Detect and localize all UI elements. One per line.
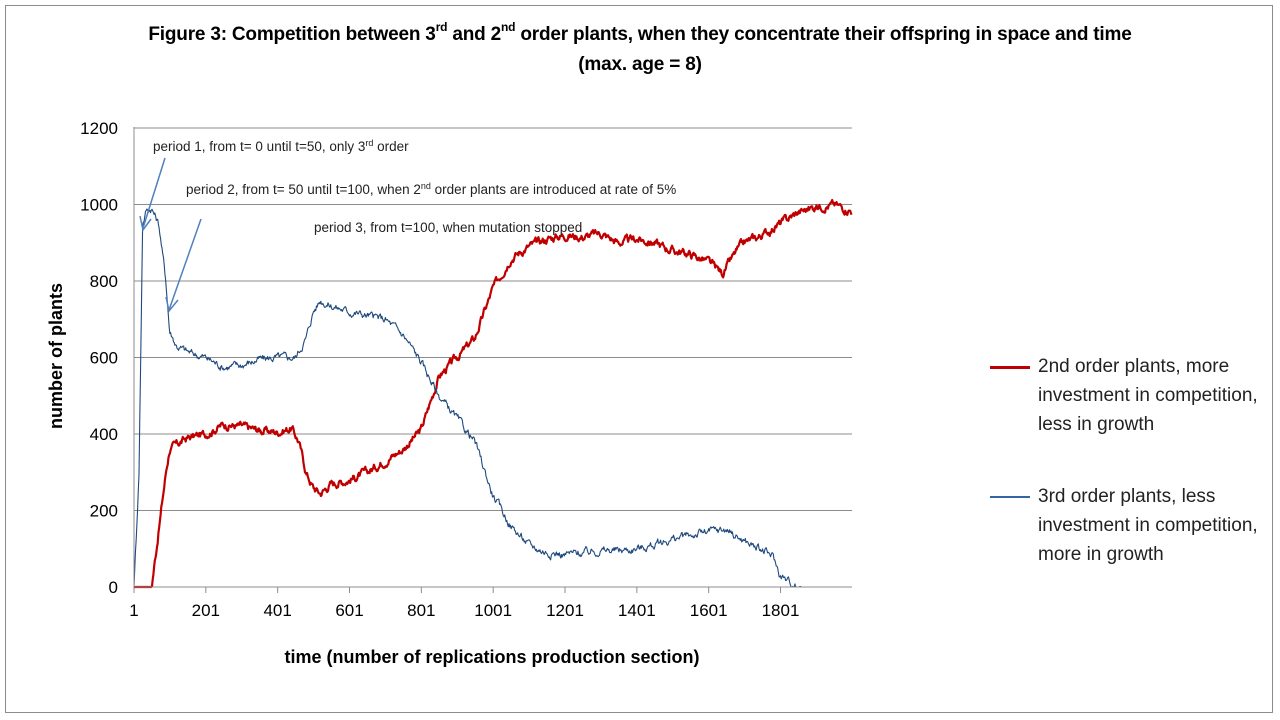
x-tick-label: 1001 xyxy=(474,601,512,620)
title-line-1: Figure 3: Competition between 3rd and 2n… xyxy=(148,19,1132,45)
legend-swatch-series-3 xyxy=(990,496,1030,498)
y-tick-labels: 0 200 400 600 800 1000 1200 xyxy=(80,119,118,597)
x-tick-label: 801 xyxy=(407,601,435,620)
x-tick-labels: 1 201 401 601 801 1001 1201 1401 1601 1801 xyxy=(129,587,799,620)
y-tick-label: 600 xyxy=(90,349,118,368)
grid-lines xyxy=(134,127,852,511)
annotation-period-3: period 3, from t=100, when mutation stop… xyxy=(314,220,582,235)
y-tick-label: 1000 xyxy=(80,196,118,215)
title-line-2: (max. age = 8) xyxy=(578,54,702,75)
annotation-period-2: period 2, from t= 50 until t=100, when 2… xyxy=(186,181,676,197)
annotation-arrow-2 xyxy=(168,218,202,311)
legend-label-series-3: 3rd order plants, less investment in com… xyxy=(1038,486,1258,565)
figure-frame xyxy=(5,5,1273,713)
x-tick-label: 1801 xyxy=(762,601,800,620)
annotation-arrowhead-1 xyxy=(139,215,152,232)
annotation-period-1: period 1, from t= 0 until t=50, only 3rd… xyxy=(153,138,409,154)
y-tick-label: 800 xyxy=(90,272,118,291)
legend-label-series-2: 2nd order plants, more investment in com… xyxy=(1038,356,1258,435)
x-tick-label: 1201 xyxy=(546,601,584,620)
series-line-3rd-order xyxy=(133,208,852,588)
y-tick-label: 200 xyxy=(90,502,118,521)
x-tick-label: 201 xyxy=(192,601,220,620)
legend-item-series-3: 3rd order plants, less investment in com… xyxy=(990,482,1275,569)
annotation-arrowhead-2 xyxy=(165,296,179,313)
x-tick-label: 601 xyxy=(335,601,363,620)
annotation-arrow-1 xyxy=(142,157,166,229)
y-tick-label: 1200 xyxy=(80,119,118,138)
figure-title: Figure 3: Competition between 3rd and 2n… xyxy=(0,20,1280,80)
series-lines xyxy=(133,198,853,589)
x-tick-label: 1401 xyxy=(618,601,656,620)
x-tick-label: 401 xyxy=(263,601,291,620)
legend-swatch-series-2 xyxy=(990,366,1030,369)
series-line-2nd-order xyxy=(133,198,853,589)
y-tick-label: 400 xyxy=(90,425,118,444)
x-tick-label: 1 xyxy=(129,601,138,620)
annotations: period 1, from t= 0 until t=50, only 3rd… xyxy=(139,138,676,313)
x-tick-label: 1601 xyxy=(690,601,728,620)
y-tick-label: 0 xyxy=(109,578,118,597)
legend-item-series-2: 2nd order plants, more investment in com… xyxy=(990,352,1275,439)
x-axis-label: time (number of replications production … xyxy=(284,647,699,667)
y-axis-label: number of plants xyxy=(46,283,66,429)
